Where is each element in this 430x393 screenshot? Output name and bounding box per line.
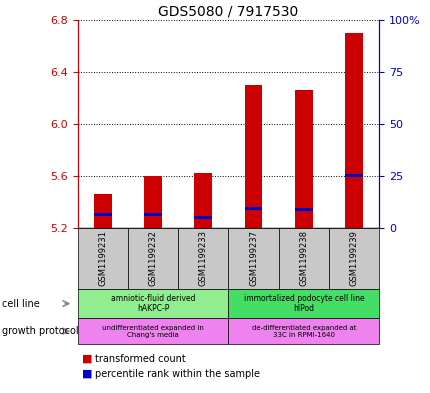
Text: GSM1199231: GSM1199231 xyxy=(98,230,107,286)
Text: GSM1199239: GSM1199239 xyxy=(349,230,358,286)
Bar xyxy=(94,194,111,228)
Text: amniotic-fluid derived
hAKPC-P: amniotic-fluid derived hAKPC-P xyxy=(111,294,195,313)
Bar xyxy=(344,33,362,228)
Text: growth protocol: growth protocol xyxy=(2,326,79,336)
Bar xyxy=(94,213,111,217)
Bar xyxy=(194,173,212,228)
Bar xyxy=(194,216,212,219)
Text: percentile rank within the sample: percentile rank within the sample xyxy=(95,369,259,379)
Text: ■: ■ xyxy=(82,369,92,379)
Text: GSM1199237: GSM1199237 xyxy=(249,230,258,286)
Text: GSM1199233: GSM1199233 xyxy=(198,230,207,286)
Bar xyxy=(244,85,262,228)
Text: cell line: cell line xyxy=(2,299,40,309)
Text: GSM1199238: GSM1199238 xyxy=(299,230,307,286)
Title: GDS5080 / 7917530: GDS5080 / 7917530 xyxy=(158,4,298,18)
Text: undifferentiated expanded in
Chang's media: undifferentiated expanded in Chang's med… xyxy=(102,325,203,338)
Text: de-differentiated expanded at
33C in RPMI-1640: de-differentiated expanded at 33C in RPM… xyxy=(251,325,355,338)
Bar xyxy=(344,174,362,177)
Text: GSM1199232: GSM1199232 xyxy=(148,230,157,286)
Bar xyxy=(144,176,161,228)
Bar xyxy=(144,213,161,217)
Text: transformed count: transformed count xyxy=(95,354,185,364)
Bar xyxy=(295,90,312,228)
Bar xyxy=(244,207,262,210)
Bar xyxy=(295,208,312,211)
Text: immortalized podocyte cell line
hIPod: immortalized podocyte cell line hIPod xyxy=(243,294,363,313)
Text: ■: ■ xyxy=(82,354,92,364)
